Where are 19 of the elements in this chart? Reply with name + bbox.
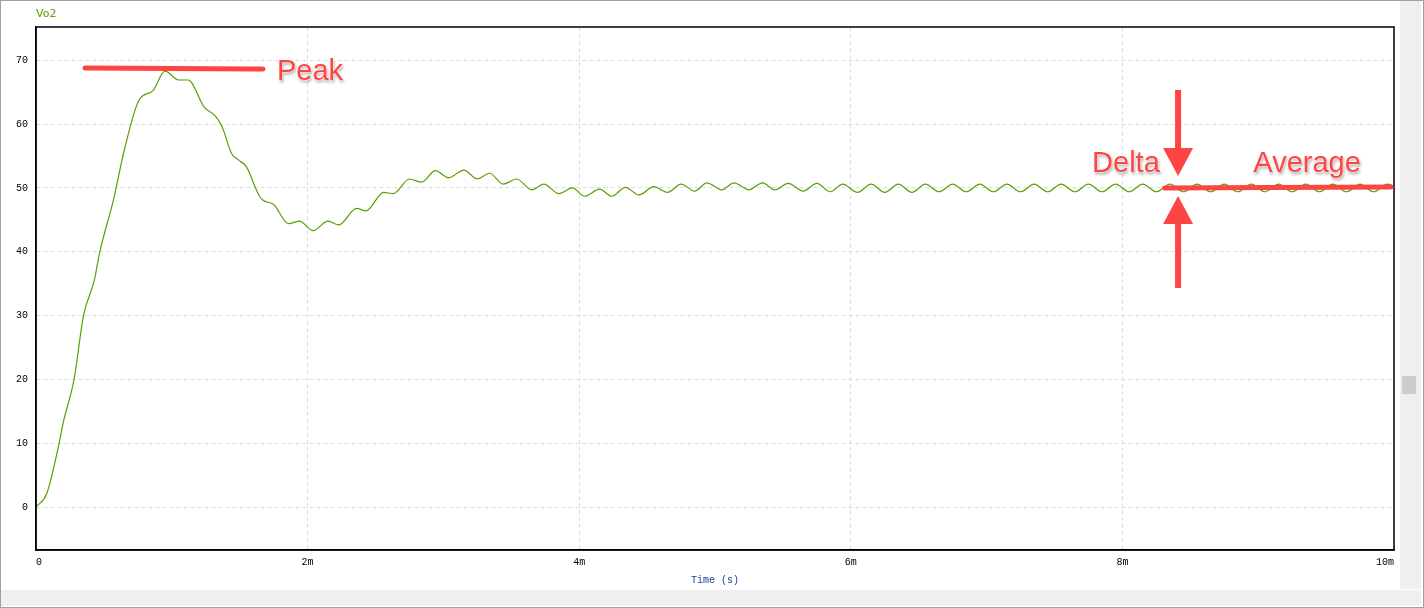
x-tick-label: 6m — [844, 556, 857, 568]
y-tick-label: 40 — [15, 246, 28, 258]
x-tick-label: 0 — [36, 556, 43, 568]
text: Vo2 — [36, 6, 57, 20]
x-tick-label: 8m — [1116, 556, 1129, 568]
x-tick-label: 4m — [573, 556, 586, 568]
y-tick-label: 0 — [21, 501, 28, 513]
x-tick-label: 10m — [1375, 556, 1394, 568]
x-tick-label: 2m — [301, 556, 314, 568]
y-tick-label: 10 — [15, 438, 28, 449]
y-tick-label: 50 — [15, 182, 28, 194]
annotation: Average — [1253, 146, 1361, 179]
y-tick-label: 60 — [15, 118, 28, 130]
annotation: Delta — [1092, 146, 1160, 179]
y-tick-label: 20 — [15, 374, 28, 386]
x-axis-title: Time (s) — [690, 574, 740, 586]
annotation: Peak — [277, 53, 344, 86]
y-tick-label: 30 — [15, 310, 28, 322]
y-tick-label: 70 — [15, 54, 28, 66]
